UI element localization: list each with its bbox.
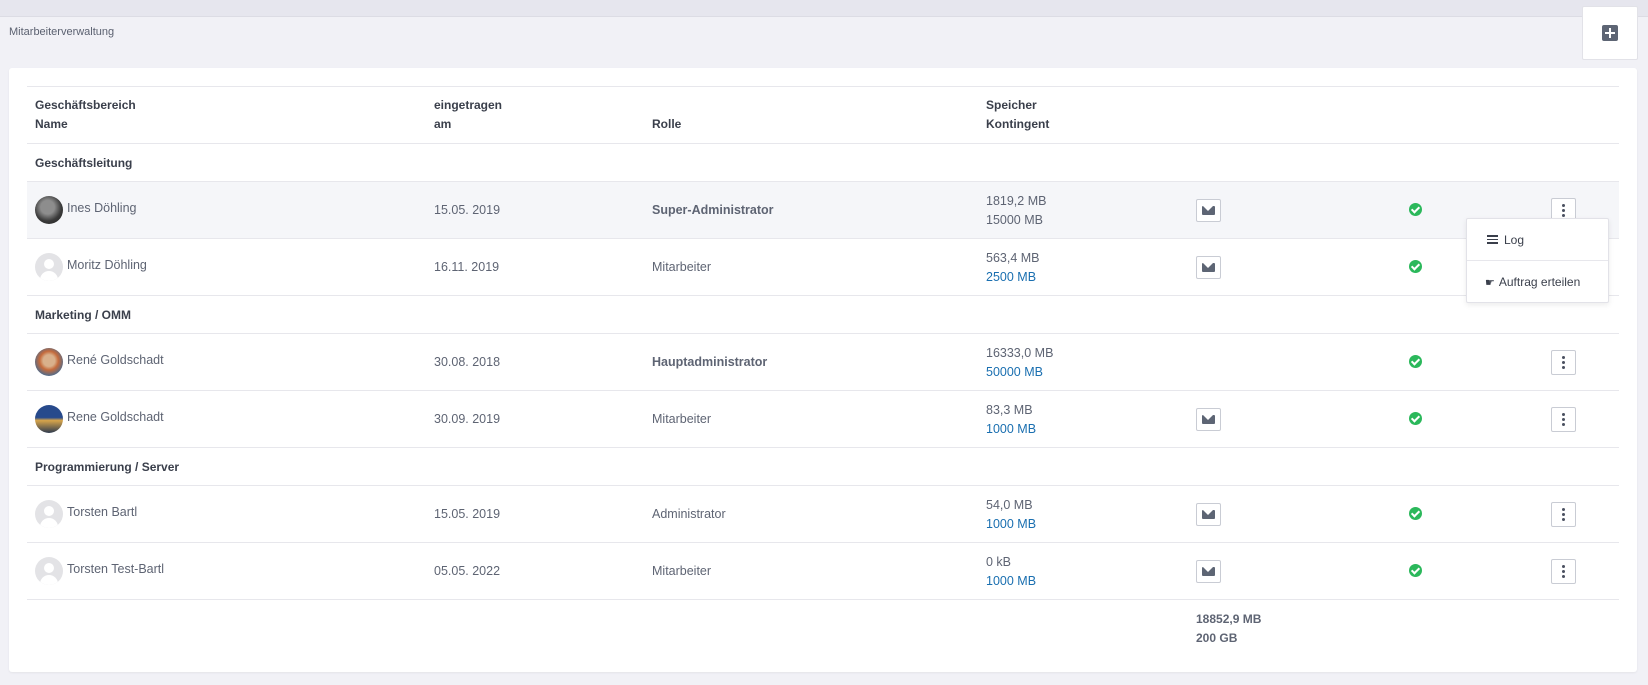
employee-name[interactable]: Torsten Test-Bartl <box>67 562 165 576</box>
storage-used: 83,3 MB <box>986 403 1033 417</box>
registered-date: 30.08. 2018 <box>434 355 501 369</box>
check-circle-icon <box>1409 260 1422 273</box>
registered-date: 15.05. 2019 <box>434 203 501 217</box>
employee-name[interactable]: Moritz Döhling <box>67 258 147 272</box>
storage-used: 563,4 MB <box>986 251 1040 265</box>
menu-item-order[interactable]: ☛ Auftrag erteilen <box>1467 261 1608 303</box>
table-header: Geschäftsbereich Name eingetragen am Rol… <box>27 87 1619 144</box>
check-circle-icon <box>1409 203 1422 216</box>
storage-quota-link[interactable]: 50000 MB <box>986 365 1043 379</box>
avatar <box>35 405 63 433</box>
storage-used: 54,0 MB <box>986 498 1033 512</box>
send-mail-button[interactable] <box>1196 408 1221 431</box>
storage-quota-link[interactable]: 2500 MB <box>986 270 1037 284</box>
menu-item-log[interactable]: Log <box>1467 219 1608 261</box>
storage-quota-link[interactable]: 1000 MB <box>986 574 1037 588</box>
list-icon <box>1487 235 1498 244</box>
employee-role: Super-Administrator <box>652 203 774 217</box>
employee-role: Mitarbeiter <box>652 564 712 578</box>
storage-quota: 15000 MB <box>986 213 1043 227</box>
avatar <box>35 196 63 224</box>
table-row: Ines Döhling 15.05. 2019 Super-Administr… <box>27 182 1619 239</box>
envelope-icon <box>1202 263 1215 272</box>
registered-date: 16.11. 2019 <box>434 260 500 274</box>
table-row: Moritz Döhling 16.11. 2019 Mitarbeiter 5… <box>27 239 1619 296</box>
employee-name[interactable]: Ines Döhling <box>67 201 137 215</box>
send-mail-button[interactable] <box>1196 503 1221 526</box>
add-employee-button[interactable] <box>1582 6 1638 60</box>
row-menu-button[interactable] <box>1551 407 1576 432</box>
employee-role: Hauptadministrator <box>652 355 768 369</box>
menu-item-log-label: Log <box>1504 232 1525 247</box>
registered-date: 30.09. 2019 <box>434 412 501 426</box>
registered-date: 05.05. 2022 <box>434 564 501 578</box>
table-row: René Goldschadt 30.08. 2018 Hauptadminis… <box>27 334 1619 391</box>
storage-quota-link[interactable]: 1000 MB <box>986 422 1037 436</box>
header-role: Rolle <box>652 117 682 131</box>
envelope-icon <box>1202 206 1215 215</box>
storage-used: 16333,0 MB <box>986 346 1054 360</box>
header-business-unit: Geschäftsbereich <box>35 98 136 112</box>
send-mail-button[interactable] <box>1196 256 1221 279</box>
table-row: Rene Goldschadt 30.09. 2019 Mitarbeiter … <box>27 391 1619 448</box>
employee-name[interactable]: Torsten Bartl <box>67 505 138 519</box>
header-storage: Speicher <box>986 98 1037 112</box>
hand-pointing-icon: ☛ <box>1485 276 1495 289</box>
menu-item-order-label: Auftrag erteilen <box>1498 275 1581 289</box>
check-circle-icon <box>1409 412 1422 425</box>
row-menu-button[interactable] <box>1551 350 1576 375</box>
employee-role: Administrator <box>652 507 726 521</box>
row-menu-button[interactable] <box>1551 559 1576 584</box>
envelope-icon <box>1202 567 1215 576</box>
check-circle-icon <box>1409 507 1422 520</box>
storage-used: 0 kB <box>986 555 1012 569</box>
header-registered-on: am <box>434 117 452 131</box>
employee-role: Mitarbeiter <box>652 260 712 274</box>
storage-quota-link[interactable]: 1000 MB <box>986 517 1037 531</box>
envelope-icon <box>1202 415 1215 424</box>
page-title: Mitarbeiterverwaltung <box>9 26 115 38</box>
check-circle-icon <box>1409 355 1422 368</box>
plus-square-icon <box>1602 25 1618 41</box>
header-registered: eingetragen <box>434 98 503 112</box>
group-name: Marketing / OMM <box>35 308 132 322</box>
table-row: Torsten Bartl 15.05. 2019 Administrator … <box>27 486 1619 543</box>
envelope-icon <box>1202 510 1215 519</box>
registered-date: 15.05. 2019 <box>434 507 501 521</box>
send-mail-button[interactable] <box>1196 560 1221 583</box>
employee-name[interactable]: Rene Goldschadt <box>67 410 164 424</box>
group-header: Geschäftsleitung <box>27 144 1619 182</box>
check-circle-icon <box>1409 564 1422 577</box>
group-header: Marketing / OMM <box>27 296 1619 334</box>
avatar <box>35 500 63 528</box>
group-name: Geschäftsleitung <box>35 156 133 170</box>
group-name: Programmierung / Server <box>35 460 180 474</box>
avatar <box>35 253 63 281</box>
total-used: 18852,9 MB <box>1196 612 1262 626</box>
top-strip <box>0 0 1648 17</box>
employee-name[interactable]: René Goldschadt <box>67 353 164 367</box>
employee-table: Geschäftsbereich Name eingetragen am Rol… <box>27 86 1619 655</box>
employee-card: Geschäftsbereich Name eingetragen am Rol… <box>9 68 1637 672</box>
send-mail-button[interactable] <box>1196 199 1221 222</box>
row-menu-button[interactable] <box>1551 502 1576 527</box>
table-row: Torsten Test-Bartl 05.05. 2022 Mitarbeit… <box>27 543 1619 600</box>
group-header: Programmierung / Server <box>27 448 1619 486</box>
totals-row: 18852,9 MB 200 GB <box>27 600 1619 655</box>
employee-role: Mitarbeiter <box>652 412 712 426</box>
header-quota: Kontingent <box>986 117 1050 131</box>
avatar <box>35 348 63 376</box>
avatar <box>35 557 63 585</box>
header-name: Name <box>35 117 68 131</box>
row-action-menu: Log ☛ Auftrag erteilen <box>1466 218 1609 303</box>
totals: 18852,9 MB 200 GB <box>1196 610 1261 648</box>
storage-used: 1819,2 MB <box>986 194 1047 208</box>
total-quota: 200 GB <box>1196 631 1238 645</box>
